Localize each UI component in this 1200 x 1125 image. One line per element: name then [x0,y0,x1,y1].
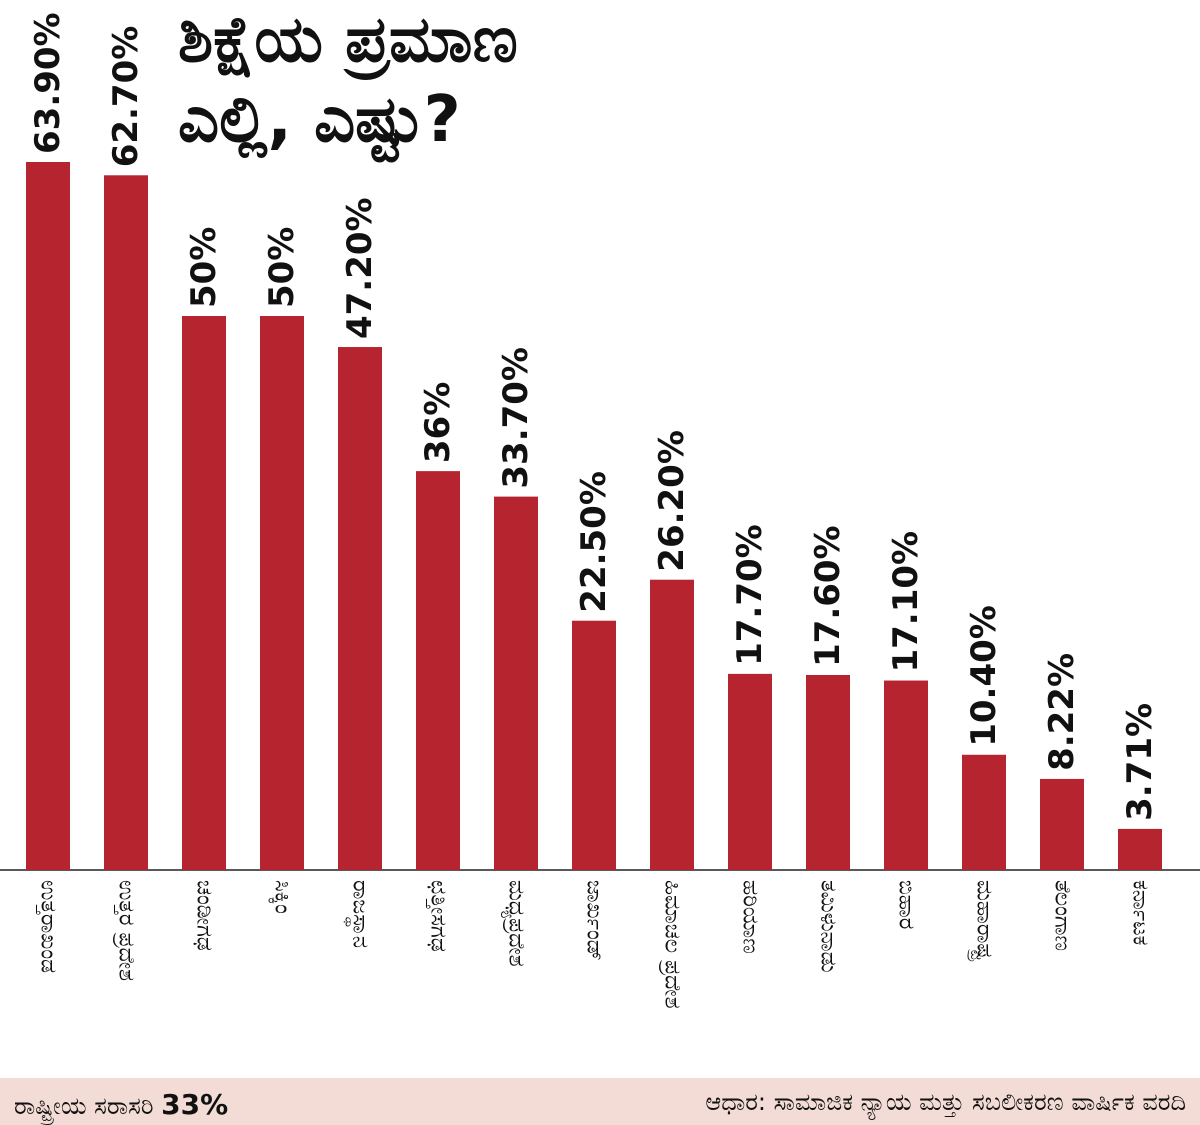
bar [182,316,226,870]
bar [1118,828,1162,870]
chart-title-line-2: ಎಲ್ಲಿ, ಎಷ್ಟು? [178,83,461,157]
bar [806,674,850,870]
category-label: ಉತ್ತರಾಖಂಡ [36,880,61,973]
category-label: ಉತ್ತರ ಪ್ರದೇಶ [114,880,139,981]
bar [650,579,694,870]
category-label: ತಮಿಳುನಾಡು [816,880,841,973]
category-label: ತೆಲಂಗಾಣ [1050,880,1075,951]
category-label: ಸಿಕ್ಕಿಂ [268,880,294,914]
data-label: 26.20% [652,430,692,572]
category-label: ರಾಜಸ್ಥಾನ [343,880,372,948]
category-label: ಬಿಹಾರ [894,880,919,929]
data-label: 50% [184,227,224,308]
bar [962,754,1006,870]
bar [1040,778,1084,870]
bar [260,316,304,870]
bar [884,680,928,870]
category-label: ಮಹಾರಾಷ್ಟ್ರ [967,880,997,962]
national-average-label: ರಾಷ್ಟ್ರೀಯ ಸರಾಸರಿ [14,1092,154,1120]
bar [26,162,70,870]
category-label: ಜಾರ್ಖಂಡ್ [582,880,607,961]
chart-title-line-1: ಶಿಕ್ಷೆಯ ಪ್ರಮಾಣ [178,3,518,77]
bar [728,673,772,870]
category-label: ಕರ್ನಾಟಕ [1128,880,1153,946]
national-average-value: 33% [161,1088,229,1121]
data-label: 3.71% [1120,703,1160,821]
data-label: 36% [418,382,458,463]
bar [494,496,538,870]
source-note: ಆಧಾರ: ಸಾಮಾಜಿಕ ನ್ಯಾಯ ಮತ್ತು ಸಬಲೀಕರಣ ವಾರ್ಷಿ… [705,1088,1186,1116]
data-label: 33.70% [496,347,536,489]
bar [104,175,148,870]
data-label: 62.70% [106,26,146,168]
category-label: ಹಿಮಾಚಲ ಪ್ರದೇಶ [660,880,685,1009]
bar [338,347,382,871]
data-label: 17.60% [808,525,848,667]
data-label: 47.20% [340,197,380,339]
national-average: ರಾಷ್ಟ್ರೀಯ ಸರಾಸರಿ 33% [14,1088,228,1121]
bar [572,620,616,870]
footer-bar: ರಾಷ್ಟ್ರೀಯ ಸರಾಸರಿ 33% ಆಧಾರ: ಸಾಮಾಜಿಕ ನ್ಯಾಯ… [0,1078,1200,1125]
data-label: 63.90% [28,12,68,154]
data-label: 50% [262,227,302,308]
category-label: ಛತ್ತೀಸಗಢ [426,880,451,952]
data-label: 17.70% [730,524,770,666]
data-label: 22.50% [574,471,614,613]
data-label: 10.40% [964,605,1004,747]
data-label: 17.10% [886,531,926,673]
category-label: ಚಂಡೀಗಢ [192,880,217,951]
category-label: ಮಧ್ಯಪ್ರದೇಶ [501,880,529,967]
bar [416,471,460,870]
category-label: ಹರಿಯಾಣ [738,880,763,954]
data-label: 8.22% [1042,653,1082,771]
